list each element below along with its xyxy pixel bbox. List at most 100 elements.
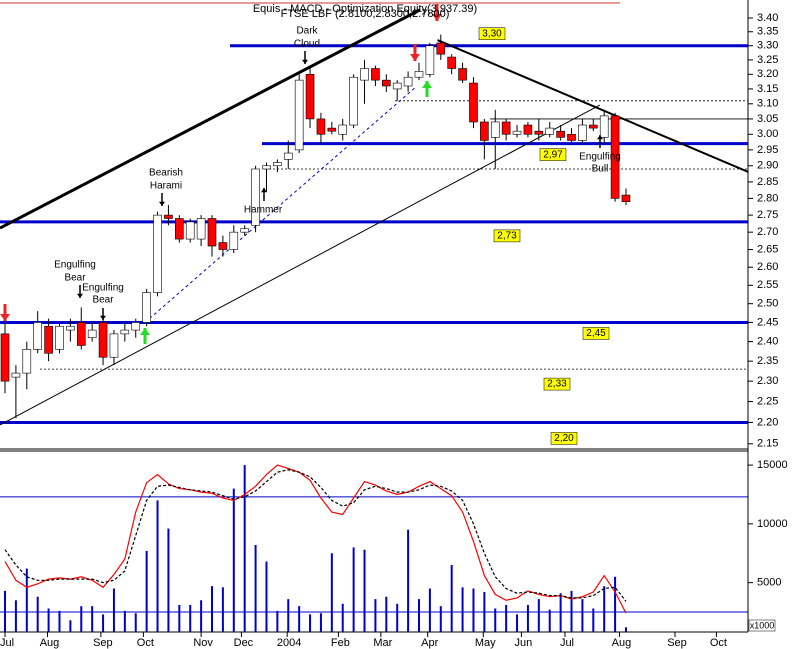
y-tick-label: 3.30: [757, 40, 778, 52]
annotation: Engulfing: [579, 152, 621, 163]
volume-bar: [276, 610, 279, 632]
candle-body: [403, 76, 413, 87]
y-tick-label: 2.70: [757, 226, 778, 238]
volume-bar: [156, 500, 159, 632]
y-tick-label: 3.20: [757, 68, 778, 80]
volume-bar: [319, 613, 322, 632]
volume-bar: [461, 587, 464, 632]
candle-body: [512, 130, 522, 135]
arrow-head: [410, 54, 420, 61]
candle-body: [534, 130, 544, 135]
volume-bar: [80, 606, 83, 632]
volume-bar: [581, 599, 584, 632]
arrow-head: [140, 328, 150, 335]
arrow-head: [100, 315, 106, 320]
candle-body: [469, 82, 478, 123]
annotation: Engulfing: [54, 260, 96, 271]
candle-body: [185, 221, 195, 240]
candle-body: [283, 152, 293, 160]
y-tick-label: 2.25: [757, 395, 778, 407]
candle-body: [22, 349, 32, 374]
x-tick-label: Oct: [710, 637, 727, 649]
candle-body: [578, 124, 587, 141]
y-tick-label: 3.05: [757, 113, 778, 125]
volume-bar: [363, 549, 366, 632]
candle-body: [501, 121, 511, 135]
chart-title: Equis - MACD - Optimization Equity(3,937…: [253, 3, 477, 15]
y-tick-label: 10000: [757, 518, 788, 530]
y-tick-label: 2.60: [757, 261, 778, 273]
level-label-box: [493, 229, 521, 243]
volume-bar: [145, 550, 148, 632]
candle-body: [349, 76, 358, 126]
volume-bar: [548, 609, 551, 632]
level-label-box: [539, 148, 567, 161]
candle-body: [447, 56, 456, 69]
y-tick-label: 3.15: [757, 83, 778, 95]
candle-body: [436, 42, 446, 55]
volume-bar: [505, 604, 508, 632]
candle-body: [556, 130, 565, 138]
volume-bar: [232, 488, 235, 632]
candle-body: [621, 194, 631, 202]
x-tick-label: Apr: [421, 637, 438, 649]
unit-box: [748, 619, 776, 632]
y-tick-label: 3.10: [757, 98, 778, 110]
level-label-box: [478, 27, 506, 40]
x-tick-label: May: [475, 637, 496, 649]
y-tick-label: 2.65: [757, 243, 778, 255]
volume-bar: [58, 610, 61, 632]
x-tick-label: Aug: [612, 637, 632, 649]
y-tick-label: 3.35: [757, 26, 778, 38]
level-label: 2,73: [497, 231, 517, 242]
candle-body: [164, 214, 173, 219]
volume-bar: [123, 610, 126, 632]
annotation: Harami: [150, 181, 182, 192]
volume-bar: [417, 599, 420, 632]
x-tick-label: Feb: [331, 637, 350, 649]
x-tick-label: Sep: [667, 637, 687, 649]
y-tick-label: 2.95: [757, 144, 778, 156]
y-tick-label: 2.40: [757, 336, 778, 348]
candle-body: [382, 79, 391, 87]
volume-bar: [396, 603, 399, 632]
candle-body: [262, 165, 271, 170]
volume-bar: [102, 614, 105, 632]
candle-body: [327, 127, 337, 132]
candle-body: [207, 218, 217, 247]
candle-body: [589, 124, 598, 129]
volume-bar: [385, 596, 388, 632]
volume-bar: [330, 553, 333, 632]
price-panel: [0, 8, 748, 426]
annotation: Bull: [592, 164, 609, 175]
trendline: [437, 39, 748, 173]
volume-bar: [91, 606, 94, 632]
unit-label: x1000: [750, 620, 775, 630]
candle-body: [294, 79, 304, 151]
arrow-head: [77, 293, 83, 298]
volume-bar: [298, 606, 301, 632]
volume-bar: [428, 588, 431, 632]
candle-body: [120, 329, 130, 335]
level-label-box: [582, 327, 610, 340]
volume-bar: [221, 587, 224, 632]
y-tick-label: 2.30: [757, 375, 778, 387]
candle-body: [273, 162, 282, 167]
level-label: 3,30: [482, 28, 502, 39]
x-tick-label: Jun: [515, 637, 533, 649]
candle-body: [425, 45, 435, 75]
x-tick-label: Sep: [93, 637, 113, 649]
x-tick-label: Dec: [234, 637, 254, 649]
volume-bar: [69, 620, 72, 632]
candle-body: [414, 71, 424, 78]
candle-body: [109, 333, 119, 358]
arrow-head: [0, 314, 10, 321]
arrow-head: [597, 135, 603, 140]
candle-body: [458, 68, 467, 81]
candle-body: [316, 118, 326, 135]
candle-body: [142, 292, 151, 323]
volume-bar: [243, 465, 246, 632]
level-label: 2,97: [543, 149, 563, 160]
volume-bar: [603, 586, 606, 632]
